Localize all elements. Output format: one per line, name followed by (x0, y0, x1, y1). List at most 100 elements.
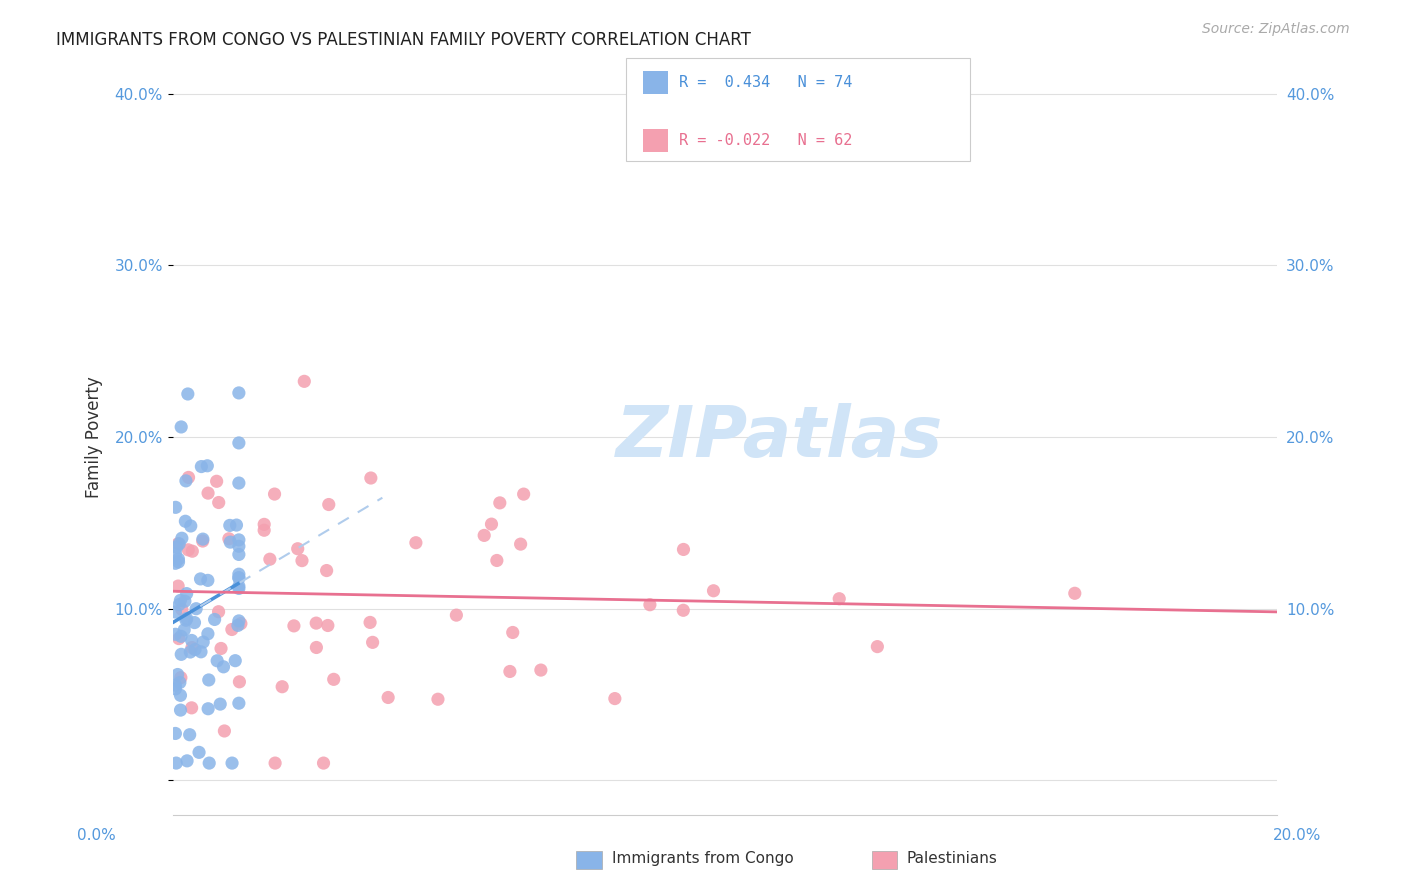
Point (226, 618, 249, 632)
Point (512, 487, 534, 501)
Point (292, 375, 315, 389)
Point (218, 532, 240, 546)
Point (218, 518, 240, 533)
Point (179, 645, 201, 659)
Point (219, 535, 242, 549)
Point (170, 671, 193, 685)
Point (165, 605, 187, 619)
Point (167, 537, 190, 551)
Point (197, 702, 219, 716)
Point (191, 532, 214, 546)
Point (228, 539, 250, 553)
Point (359, 615, 381, 630)
Point (174, 613, 197, 627)
Point (228, 674, 250, 689)
Point (181, 544, 204, 558)
Point (228, 571, 250, 585)
Point (204, 612, 226, 626)
Point (184, 642, 207, 657)
Point (198, 756, 221, 770)
Point (360, 471, 382, 485)
Point (253, 523, 276, 537)
Point (167, 552, 190, 566)
Point (828, 591, 851, 606)
Point (197, 486, 219, 500)
Point (212, 660, 235, 674)
Text: ZIPatlas: ZIPatlas (616, 402, 943, 472)
Point (173, 594, 195, 608)
Point (228, 436, 250, 450)
Point (193, 635, 215, 649)
Point (191, 534, 214, 549)
Point (481, 517, 503, 532)
Point (322, 673, 344, 687)
Point (672, 603, 695, 617)
Point (173, 623, 195, 637)
Point (197, 627, 219, 641)
Point (305, 640, 328, 655)
Point (283, 619, 305, 633)
Point (1063, 586, 1085, 600)
Point (177, 470, 200, 484)
Text: IMMIGRANTS FROM CONGO VS PALESTINIAN FAMILY POVERTY CORRELATION CHART: IMMIGRANTS FROM CONGO VS PALESTINIAN FAM… (56, 31, 751, 49)
Point (176, 611, 198, 625)
Point (264, 756, 287, 770)
Point (472, 528, 495, 542)
Point (167, 598, 190, 612)
Point (228, 476, 250, 491)
Point (485, 553, 508, 567)
Point (197, 574, 219, 588)
Point (186, 601, 208, 615)
Point (169, 675, 191, 690)
Point (228, 614, 250, 628)
Point (165, 500, 187, 515)
Point (207, 605, 229, 619)
Point (170, 531, 193, 545)
Point (312, 756, 335, 770)
Point (165, 678, 187, 692)
Point (165, 627, 187, 641)
Point (180, 701, 202, 715)
Point (180, 633, 202, 648)
Point (361, 635, 384, 649)
Point (177, 387, 200, 401)
Point (263, 487, 285, 501)
Point (208, 495, 231, 509)
Text: R = -0.022   N = 62: R = -0.022 N = 62 (679, 133, 852, 147)
Point (176, 754, 198, 768)
Point (205, 475, 228, 489)
Point (181, 640, 204, 655)
Text: 0.0%: 0.0% (77, 828, 117, 843)
Point (169, 689, 191, 703)
Point (176, 586, 198, 600)
Point (221, 756, 243, 770)
Point (209, 641, 232, 656)
Point (315, 564, 337, 578)
Point (229, 616, 252, 631)
Point (169, 703, 191, 717)
Text: Immigrants from Congo: Immigrants from Congo (612, 851, 793, 865)
Point (405, 535, 427, 549)
Point (672, 542, 695, 557)
Point (167, 537, 190, 551)
Point (165, 726, 187, 740)
Point (259, 552, 281, 566)
Point (318, 498, 340, 512)
Point (253, 517, 276, 532)
Point (638, 598, 661, 612)
Point (170, 602, 193, 616)
Point (530, 663, 553, 677)
Point (166, 541, 188, 555)
Point (169, 593, 191, 607)
Point (190, 459, 212, 474)
Point (228, 567, 250, 582)
Point (603, 691, 626, 706)
Point (488, 496, 510, 510)
Point (221, 623, 243, 637)
Point (190, 572, 212, 586)
Point (228, 582, 250, 596)
Point (174, 514, 197, 528)
Point (228, 571, 250, 585)
Point (224, 654, 246, 668)
Point (287, 541, 309, 556)
